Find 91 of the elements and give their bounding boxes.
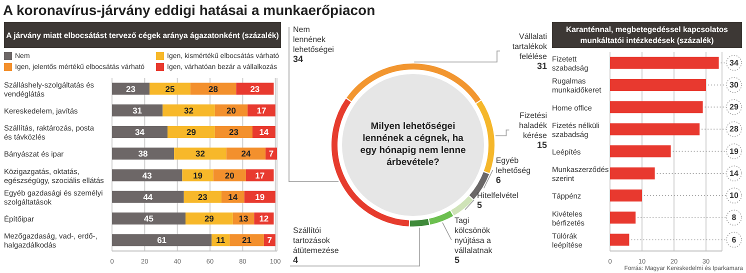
data-label: 28: [730, 124, 739, 134]
bar: [264, 234, 276, 246]
bar: [230, 234, 264, 246]
data-label: 43: [142, 170, 152, 180]
bar: [112, 82, 150, 95]
bar: [610, 101, 703, 114]
data-label: 8: [732, 213, 737, 222]
slice-label: Nem lennének lehetőségei: [293, 25, 334, 54]
data-label: 10: [730, 191, 739, 200]
bar: [190, 82, 236, 95]
bar: [184, 190, 222, 203]
bar: [610, 123, 700, 136]
data-label: 17: [255, 170, 265, 180]
chart-title: A koronavírus-járvány eddigi hatásai a munkaerőpiacon: [3, 2, 376, 18]
bar: [186, 212, 233, 225]
data-label: 20: [224, 170, 235, 180]
data-label: 19: [193, 170, 203, 180]
bar: [214, 126, 252, 138]
data-label: 38: [138, 148, 148, 159]
data-label: 4: [293, 255, 298, 265]
slice-label: Vállalati tartalékok felélése: [512, 32, 548, 62]
bar: [174, 148, 226, 160]
data-label: 17: [256, 105, 266, 116]
data-label: 5: [477, 200, 482, 210]
data-label: 24: [241, 148, 251, 159]
data-label: 21: [242, 235, 252, 246]
bar: [112, 169, 182, 182]
bar: [248, 104, 276, 116]
data-label: 19: [255, 192, 265, 202]
slice-label: Szállítói tartozások átütemezése: [293, 226, 340, 255]
bar: [112, 212, 186, 225]
data-label: 15: [536, 140, 547, 150]
data-label: 34: [730, 58, 739, 68]
bar: [168, 126, 215, 138]
data-label: 11: [216, 235, 226, 246]
data-label: 25: [165, 84, 175, 94]
data-label: 29: [204, 214, 214, 224]
bar: [244, 190, 276, 203]
data-label: 34: [293, 54, 304, 64]
data-label: 20: [226, 105, 236, 116]
data-label: 14: [259, 127, 269, 138]
bar: [610, 78, 706, 91]
data-label: 30: [730, 80, 739, 90]
data-label: 19: [730, 146, 739, 156]
data-label: 23: [198, 192, 208, 202]
data-label: 6: [732, 235, 737, 244]
data-label: 14: [730, 168, 739, 178]
data-label: 5: [454, 255, 460, 265]
data-label: 32: [184, 105, 194, 116]
slice-label: Tagi kölcsönök nyújtása a vállalatnak: [454, 216, 494, 255]
slice-label: Egyéb lehetőség: [496, 156, 531, 175]
bar: [162, 104, 215, 116]
bar: [112, 126, 168, 138]
data-label: 29: [186, 127, 196, 138]
bar: [236, 82, 274, 95]
data-label: 23: [250, 84, 260, 94]
data-label: 28: [208, 84, 218, 94]
bar: [226, 148, 266, 160]
bar: [610, 212, 636, 224]
data-label: 12: [259, 214, 269, 224]
slice-label: Fizetési haladék kérése: [518, 111, 548, 140]
data-label: 32: [195, 148, 206, 159]
bar: [112, 104, 163, 116]
bar: [182, 169, 214, 182]
bar: [610, 56, 719, 69]
data-label: 31: [536, 61, 547, 72]
data-label: 29: [730, 102, 739, 112]
text: Milyen lehetőségei lennének a cégnek, ha egy hónapig nem lenne árbevétele?: [359, 120, 467, 170]
data-label: 14: [228, 192, 238, 202]
bar: [150, 82, 190, 95]
slice-label: Hitelfelvétel: [477, 191, 519, 200]
data-label: 23: [126, 84, 136, 94]
bar: [610, 190, 642, 202]
data-label: 6: [496, 175, 501, 185]
data-label: 7: [268, 148, 274, 159]
data-label: 44: [143, 192, 153, 202]
data-label: 31: [132, 105, 142, 116]
bar: [112, 190, 184, 203]
bar: [610, 145, 671, 158]
data-label: 34: [135, 127, 145, 138]
bar: [610, 167, 655, 180]
bar: [246, 169, 274, 182]
data-label: 23: [228, 127, 239, 138]
bar: [610, 234, 630, 246]
data-label: 13: [238, 214, 249, 224]
bar: [266, 148, 277, 160]
bar: [112, 234, 212, 246]
data-label: 61: [157, 235, 167, 246]
data-label: 7: [267, 235, 272, 246]
bar: [112, 148, 174, 160]
data-label: 45: [144, 214, 154, 224]
